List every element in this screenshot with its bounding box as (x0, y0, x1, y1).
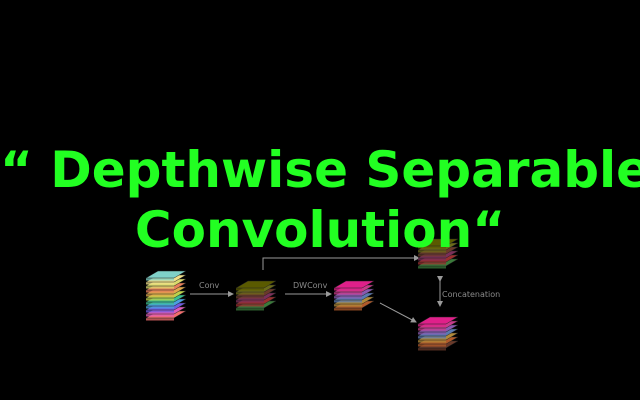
feature-map-layer (333, 280, 375, 289)
dwconv-to-concat-arrow (379, 302, 417, 323)
feature-map-layer-edge (418, 328, 446, 331)
feature-map-layer-edge (418, 266, 446, 269)
concat-top-stack (417, 238, 459, 269)
feature-map-layer-edge (418, 336, 446, 339)
feature-map-layer-edge (146, 282, 174, 285)
feature-map-layer (417, 238, 459, 247)
feature-map-layer-edge (236, 300, 264, 303)
concatenation-label: Concatenation (442, 290, 500, 299)
feature-map-layer-edge (418, 246, 446, 249)
feature-map-layer-edge (146, 298, 174, 301)
conv-output-stack (235, 280, 277, 311)
skip-arrow (262, 255, 420, 270)
feature-map-layer-edge (334, 288, 362, 291)
dwconv-output-stack (333, 280, 375, 311)
feature-map-layer-edge (418, 348, 446, 351)
diagram-edges: Conv DWConv Concatenation (190, 255, 500, 323)
feature-map-layer-edge (418, 332, 446, 335)
conv-label: Conv (199, 281, 220, 290)
feature-map-layer-edge (146, 310, 174, 313)
feature-map-layer (235, 280, 277, 289)
feature-map-layer-edge (334, 296, 362, 299)
feature-map-layer-edge (418, 258, 446, 261)
feature-map-stacks (145, 238, 459, 351)
feature-map-layer-edge (418, 250, 446, 253)
feature-map-layer-edge (236, 288, 264, 291)
feature-map-layer-edge (146, 294, 174, 297)
feature-map-layer-edge (146, 306, 174, 309)
input-stack (145, 270, 187, 321)
feature-map-layer-edge (236, 292, 264, 295)
title-line-1: “ Depthwise Separable (0, 141, 640, 199)
feature-map-layer-edge (418, 254, 446, 257)
dwconv-label: DWConv (293, 281, 328, 290)
feature-map-layer-edge (418, 340, 446, 343)
feature-map-layer-edge (334, 308, 362, 311)
feature-map-layer-edge (334, 292, 362, 295)
feature-map-layer-edge (418, 324, 446, 327)
feature-map-layer-edge (146, 278, 174, 281)
feature-map-layer-edge (236, 296, 264, 299)
feature-map-layer-edge (146, 318, 174, 321)
feature-map-layer-edge (236, 308, 264, 311)
feature-map-layer-edge (236, 304, 264, 307)
feature-map-layer-edge (146, 302, 174, 305)
feature-map-layer (417, 316, 459, 325)
feature-map-layer-edge (146, 290, 174, 293)
feature-map-layer-edge (334, 300, 362, 303)
feature-map-layer-edge (146, 286, 174, 289)
feature-map-layer (145, 270, 187, 279)
feature-map-layer-edge (418, 344, 446, 347)
concat-bottom-stack (417, 316, 459, 351)
feature-map-layer-edge (334, 304, 362, 307)
feature-map-layer-edge (418, 262, 446, 265)
title-line-2: Convolution“ (134, 201, 506, 259)
feature-map-layer-edge (146, 314, 174, 317)
